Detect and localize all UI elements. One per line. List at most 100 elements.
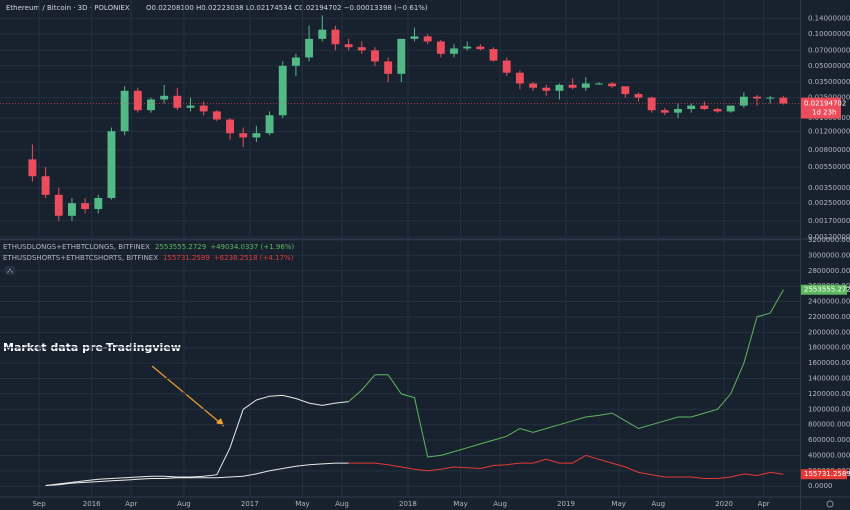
candle-body	[305, 38, 314, 58]
candle-body	[173, 95, 182, 108]
arrow-head	[216, 418, 224, 426]
candle-body	[779, 97, 788, 104]
series-line	[45, 462, 349, 486]
y-tick-label: 0.00550000	[808, 163, 850, 171]
candle-body	[94, 197, 103, 210]
candle-body	[318, 29, 327, 39]
legend-change: +6238.2518 (+4.17%)	[214, 254, 294, 262]
x-tick-label: May	[611, 500, 625, 508]
candle-body	[594, 83, 603, 85]
x-tick-label: Apr	[125, 500, 137, 508]
x-tick-label: 2019	[557, 500, 575, 508]
y-tick-label: 0.00800000	[808, 146, 850, 154]
y-tick-label: 0.10000000	[808, 30, 850, 38]
y-tick-label: 0.00170000	[808, 217, 850, 225]
candle-body	[160, 95, 169, 100]
y-tick-label: 2000000.0000	[808, 328, 850, 336]
x-tick-label: Apr	[758, 500, 770, 508]
candle-body	[397, 38, 406, 74]
candle-body	[660, 110, 669, 113]
x-tick-label: Aug	[177, 500, 191, 508]
candle-body	[54, 194, 63, 216]
y-tick-label: 2400000.0000	[808, 298, 850, 306]
y-tick-label: 0.05000000	[808, 62, 850, 70]
candle-body	[265, 115, 274, 134]
candle-body	[726, 105, 735, 112]
y-tick-label: 1600000.0000	[808, 359, 850, 367]
candle-body	[555, 84, 564, 91]
candle-body	[700, 105, 709, 109]
y-tick-label: 0.00250000	[808, 199, 850, 207]
candle-body	[133, 90, 142, 111]
y-tick-label: 0.07000000	[808, 46, 850, 54]
y-tick-label: 800000.0000	[808, 421, 850, 429]
y-tick-label: 3000000.0000	[808, 251, 850, 259]
candle-body	[450, 48, 458, 54]
ohlc-label: O0.02208100 H0.02223038 L0.02174534 C0.0…	[146, 4, 428, 12]
x-tick-label: May	[453, 500, 467, 508]
candle-body	[239, 133, 248, 138]
y-tick-label: 0.0000	[808, 482, 833, 490]
symbol-title: Ethereum / Bitcoin · 3D · POLONIEX	[6, 4, 130, 12]
candle-body	[436, 41, 445, 54]
x-tick-label: 2017	[241, 500, 259, 508]
candle-body	[67, 203, 76, 216]
value-label: 155731.2589	[804, 470, 850, 478]
y-tick-label: 0.00120000	[808, 233, 850, 241]
candle-body	[147, 99, 155, 111]
x-tick-label: 2020	[715, 500, 733, 508]
candle-body	[120, 90, 129, 132]
candle-body	[344, 44, 353, 48]
candle-body	[331, 29, 340, 45]
candle-body	[371, 50, 379, 62]
collapse-icon	[7, 268, 13, 273]
candle-body	[621, 86, 630, 95]
price-label: 0.02194702	[804, 100, 846, 108]
y-tick-label: 1800000.0000	[808, 344, 850, 352]
value-box	[801, 284, 847, 295]
candle-body	[291, 57, 300, 66]
x-tick-label: Aug	[335, 500, 349, 508]
legend-name: ETHUSDSHORTS+ETHBTCSHORTS, BITFINEX	[3, 254, 158, 262]
candle-body	[28, 159, 37, 177]
candle-body	[713, 108, 722, 112]
countdown: 1d 23h	[812, 109, 836, 117]
y-tick-label: 1200000.0000	[808, 390, 850, 398]
candle-body	[568, 84, 577, 88]
candle-body	[489, 49, 498, 61]
value-box	[801, 469, 847, 480]
annotation-arrow	[151, 365, 225, 427]
candle-body	[542, 87, 551, 91]
candle-body	[634, 94, 643, 98]
series-line	[45, 394, 349, 486]
grid	[0, 0, 800, 497]
candle-body	[674, 108, 682, 113]
candle-body	[581, 83, 590, 88]
candle-body	[515, 72, 524, 84]
legend-name: ETHUSDLONGS+ETHBTCLONGS, BITFINEX	[3, 243, 150, 251]
candle-body	[410, 36, 419, 39]
candle-body	[199, 105, 208, 112]
y-tick-label: 600000.0000	[808, 436, 850, 444]
series-line	[348, 289, 784, 458]
settings-icon[interactable]	[826, 500, 834, 508]
candle-body	[608, 83, 617, 87]
legend-value: 155731.2589	[163, 254, 210, 262]
series-line	[348, 454, 784, 479]
candle-body	[463, 46, 472, 49]
x-tick-label: May	[295, 500, 309, 508]
x-tick-label: 2018	[399, 500, 417, 508]
candle-body	[212, 111, 221, 120]
y-tick-label: 0.03500000	[808, 78, 850, 86]
y-tick-label: 400000.0000	[808, 451, 850, 459]
y-tick-label: 2200000.0000	[808, 313, 850, 321]
candle-body	[739, 96, 748, 106]
y-tick-label: 2800000.0000	[808, 267, 850, 275]
candle-body	[384, 61, 393, 74]
candle-body	[107, 131, 116, 198]
candle-body	[753, 96, 762, 99]
candle-body	[186, 105, 195, 108]
candle-body	[766, 97, 775, 99]
candle-body	[252, 133, 261, 138]
